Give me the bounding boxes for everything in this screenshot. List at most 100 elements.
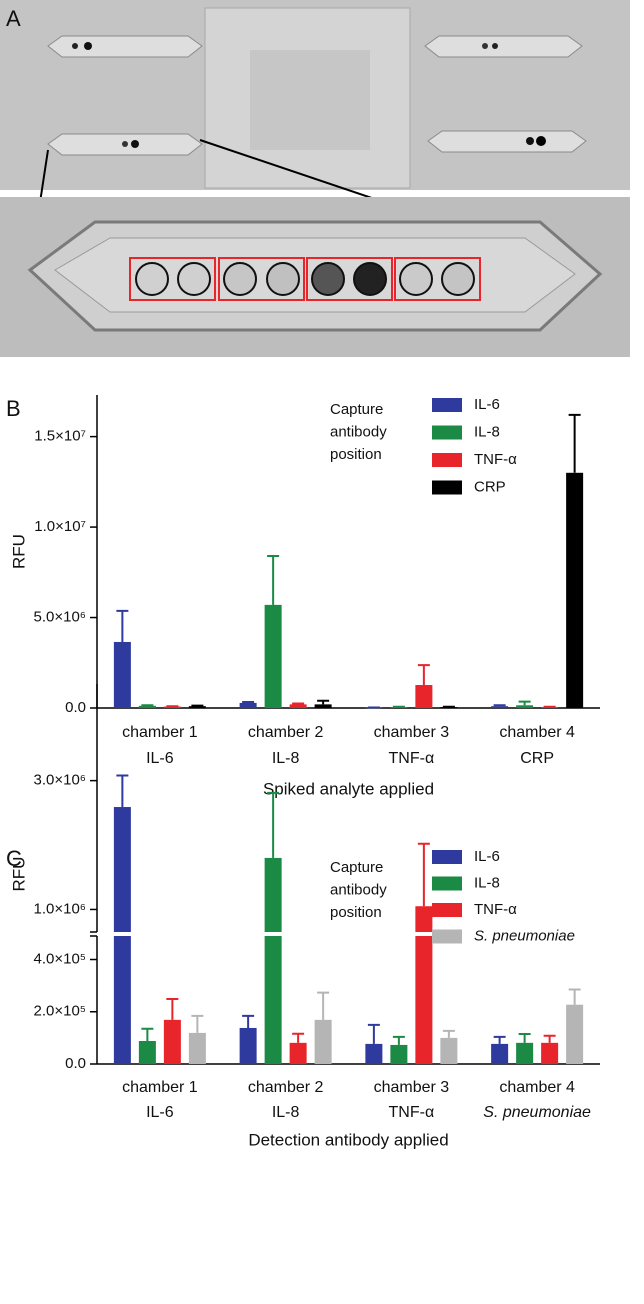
legend-label: IL-8 <box>474 874 500 891</box>
bar <box>113 807 131 932</box>
error-bar <box>292 1032 305 1043</box>
bar <box>566 1004 584 1064</box>
legend-label: IL-6 <box>474 396 500 413</box>
error-bar <box>518 1032 531 1043</box>
bar <box>314 704 332 708</box>
error-bar <box>392 1035 405 1045</box>
spot <box>311 262 345 296</box>
y-axis-title: RFU <box>9 534 28 569</box>
bar <box>289 704 307 708</box>
x-axis-title: Spiked analyte applied <box>263 779 434 798</box>
bar <box>289 1042 307 1064</box>
legend-swatch <box>432 480 462 495</box>
legend-label: TNF-α <box>474 451 517 468</box>
bar <box>239 702 257 708</box>
bar <box>314 1019 332 1064</box>
y-tick-label: 0.0 <box>65 1055 86 1072</box>
legend-swatch <box>432 929 462 944</box>
bar <box>113 936 131 1064</box>
spot <box>492 43 498 49</box>
error-bar <box>568 413 581 473</box>
error-bar <box>267 791 280 858</box>
error-bar <box>417 842 430 907</box>
error-bar <box>141 704 154 707</box>
chamber-slot <box>424 35 583 58</box>
y-tick-label: 3.0×10⁶ <box>34 772 86 789</box>
bar <box>264 857 282 932</box>
bar <box>163 1019 181 1064</box>
bar <box>516 1042 534 1064</box>
x-tick-sublabel: S. pneumoniae <box>483 1104 591 1121</box>
spot <box>482 43 488 49</box>
legend-label: TNF-α <box>474 901 517 918</box>
legend-swatch <box>432 453 462 467</box>
photo-overview <box>0 0 630 276</box>
spot <box>266 262 300 296</box>
bar <box>113 641 131 708</box>
bar <box>491 1043 509 1064</box>
legend-swatch <box>432 398 462 412</box>
pair-box <box>306 257 393 301</box>
y-axis-title: RFU <box>9 857 28 892</box>
x-tick-label: chamber 3 <box>374 724 450 741</box>
x-tick-label: chamber 1 <box>122 724 198 741</box>
y-tick-label: 5.0×10⁶ <box>34 609 86 626</box>
spot <box>399 262 433 296</box>
x-tick-label: chamber 3 <box>374 1079 450 1096</box>
x-tick-label: chamber 2 <box>248 1079 324 1096</box>
error-bar <box>191 1014 204 1033</box>
error-bar <box>493 704 506 707</box>
bar <box>188 1032 206 1064</box>
error-bar <box>518 700 531 706</box>
bar <box>138 705 156 708</box>
error-bar <box>417 664 430 686</box>
legend-title: Capture <box>330 859 383 876</box>
spot <box>122 141 128 147</box>
spot <box>84 42 92 50</box>
spot-pairs <box>129 257 481 301</box>
error-bar <box>191 704 204 707</box>
error-bar <box>292 702 305 705</box>
chamber-slot <box>427 130 587 153</box>
bar <box>138 1041 156 1064</box>
x-tick-label: chamber 4 <box>499 724 575 741</box>
error-bar <box>267 555 280 605</box>
x-tick-sublabel: IL-8 <box>272 1104 300 1121</box>
error-bar <box>367 1023 380 1044</box>
bar <box>541 1042 559 1064</box>
legend-swatch <box>432 903 462 917</box>
error-bar <box>493 1035 506 1044</box>
bar <box>566 472 584 708</box>
legend-swatch <box>432 876 462 891</box>
spot <box>72 43 78 49</box>
bar <box>365 1043 383 1064</box>
legend-title: position <box>330 904 382 921</box>
error-bar <box>317 991 330 1020</box>
bar <box>264 936 282 1064</box>
spot <box>177 262 211 296</box>
x-tick-sublabel: CRP <box>520 750 554 767</box>
spot <box>223 262 257 296</box>
error-bar <box>543 1034 556 1043</box>
legend-label: CRP <box>474 478 506 495</box>
y-tick-label: 2.0×10⁵ <box>33 1003 86 1020</box>
bar <box>264 604 282 708</box>
legend-swatch <box>432 850 462 864</box>
error-bar <box>242 701 255 704</box>
bar <box>239 1027 257 1064</box>
x-tick-sublabel: IL-8 <box>272 750 300 767</box>
bar <box>415 936 433 1064</box>
error-bar <box>442 1029 455 1038</box>
panel-label: B <box>6 396 21 421</box>
panel-label: A <box>6 6 21 31</box>
legend-label: IL-6 <box>474 848 500 865</box>
legend-label: IL-8 <box>474 423 500 440</box>
legend-title: antibody <box>330 881 387 898</box>
spot <box>135 262 169 296</box>
chamber-slot <box>47 35 203 58</box>
x-tick-label: chamber 2 <box>248 724 324 741</box>
legend-title: antibody <box>330 423 387 440</box>
x-tick-label: chamber 1 <box>122 1079 198 1096</box>
error-bar <box>116 609 129 642</box>
